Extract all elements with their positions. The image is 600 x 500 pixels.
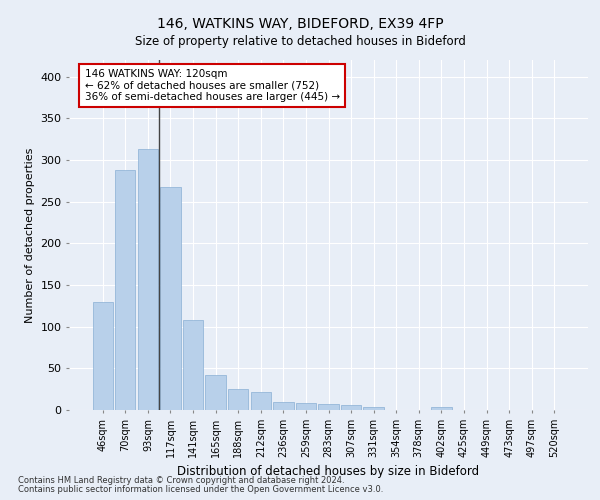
Bar (273, 402, 293, 410)
Text: Contains public sector information licensed under the Open Government Licence v3: Contains public sector information licen… (18, 485, 383, 494)
Bar (431, 406, 452, 410)
Text: 146, WATKINS WAY, BIDEFORD, EX39 4FP: 146, WATKINS WAY, BIDEFORD, EX39 4FP (157, 18, 443, 32)
Text: Contains HM Land Registry data © Crown copyright and database right 2024.: Contains HM Land Registry data © Crown c… (18, 476, 344, 485)
Bar (138, 149, 158, 410)
Bar (115, 170, 136, 410)
Bar (205, 375, 226, 410)
Bar (92, 302, 113, 410)
Bar (251, 392, 271, 410)
Bar (183, 320, 203, 410)
Text: Size of property relative to detached houses in Bideford: Size of property relative to detached ho… (134, 35, 466, 48)
Text: 146 WATKINS WAY: 120sqm
← 62% of detached houses are smaller (752)
36% of semi-d: 146 WATKINS WAY: 120sqm ← 62% of detache… (85, 69, 340, 102)
Y-axis label: Number of detached properties: Number of detached properties (25, 148, 35, 322)
Bar (341, 405, 361, 410)
Bar (296, 402, 316, 410)
Bar (228, 389, 248, 410)
Bar (160, 186, 181, 410)
Bar (319, 404, 338, 410)
X-axis label: Distribution of detached houses by size in Bideford: Distribution of detached houses by size … (178, 466, 479, 478)
Bar (364, 406, 384, 410)
